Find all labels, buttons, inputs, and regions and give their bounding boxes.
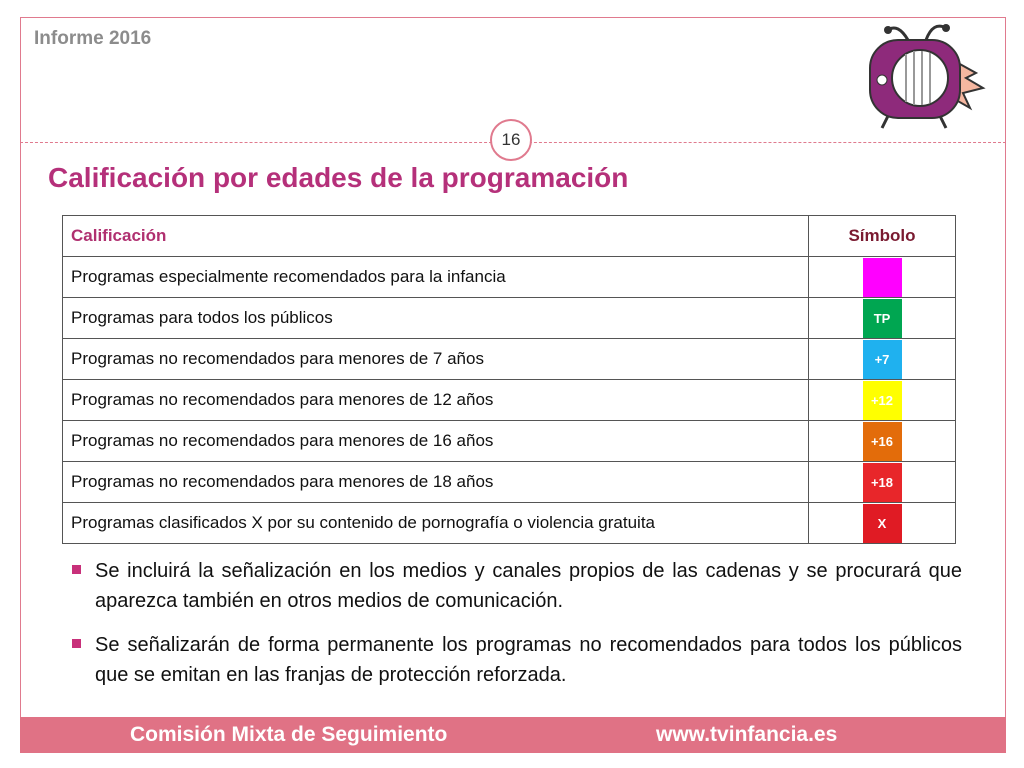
rating-symbol: +16	[862, 421, 902, 461]
table-row: Programas clasificados X por su contenid…	[62, 502, 956, 544]
table-row: Programas no recomendados para menores d…	[62, 461, 956, 503]
rating-table: Calificación Símbolo Programas especialm…	[62, 215, 956, 544]
rating-symbol: +7	[862, 339, 902, 379]
table-row: Programas no recomendados para menores d…	[62, 338, 956, 380]
column-header: Calificación	[62, 215, 809, 257]
footer-right: www.tvinfancia.es	[656, 723, 838, 746]
symbol-cell: +16	[808, 420, 956, 462]
heading: Calificación por edades de la programaci…	[48, 162, 629, 193]
rating-label: Programas clasificados X por su contenid…	[62, 502, 809, 544]
symbol-cell: +7	[808, 338, 956, 380]
symbol-cell: TP	[808, 297, 956, 339]
table-row: Programas para todos los públicos TP	[62, 297, 956, 339]
rating-label: Programas no recomendados para menores d…	[62, 379, 809, 421]
bullet: Se señalizarán de forma permanente los p…	[72, 630, 962, 690]
table-row: Programas especialmente recomendados par…	[62, 256, 956, 298]
column-header: Símbolo	[808, 215, 956, 257]
table-row: Programas no recomendados para menores d…	[62, 379, 956, 421]
footer-left: Comisión Mixta de Seguimiento	[130, 723, 448, 746]
rating-symbol: X	[862, 503, 902, 543]
symbol-cell	[808, 256, 956, 298]
rating-symbol: +12	[862, 380, 902, 420]
page-number: 16	[490, 119, 532, 161]
rating-label: Programas no recomendados para menores d…	[62, 461, 809, 503]
bullet-list: Se incluirá la señalización en los medio…	[72, 556, 962, 704]
rating-symbol: TP	[862, 298, 902, 338]
footer: Comisión Mixta de Seguimiento www.tvinfa…	[20, 717, 1006, 753]
frame	[20, 17, 1006, 18]
logo	[869, 24, 986, 129]
rating-label: Programas no recomendados para menores d…	[62, 420, 809, 462]
rating-label: Programas especialmente recomendados par…	[62, 256, 809, 298]
frame	[1005, 17, 1006, 753]
table-row: Programas no recomendados para menores d…	[62, 420, 956, 462]
symbol-cell: +12	[808, 379, 956, 421]
symbol-cell: +18	[808, 461, 956, 503]
symbol-cell: X	[808, 502, 956, 544]
rating-symbol: +18	[862, 462, 902, 502]
rating-label: Programas para todos los públicos	[62, 297, 809, 339]
bullet: Se incluirá la señalización en los medio…	[72, 556, 962, 616]
rating-symbol	[862, 257, 902, 297]
rating-label: Programas no recomendados para menores d…	[62, 338, 809, 380]
report-title: Informe 2016	[34, 28, 152, 49]
frame	[20, 17, 21, 753]
